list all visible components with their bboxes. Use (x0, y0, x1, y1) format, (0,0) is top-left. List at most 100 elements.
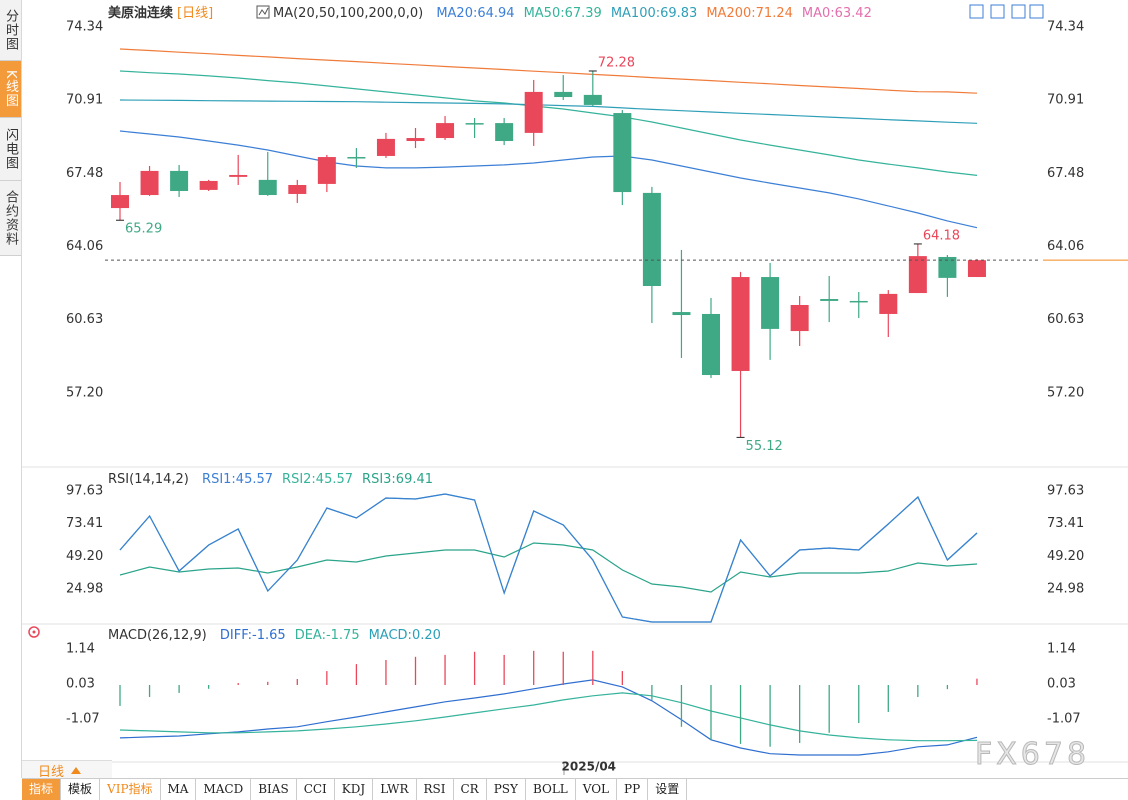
legend-entry: MA0:63.42 (802, 6, 872, 21)
toolbar-item[interactable]: KDJ (335, 779, 374, 800)
icon-button[interactable] (1011, 4, 1026, 19)
toolbar-item[interactable]: 设置 (648, 779, 688, 800)
toolbar-item[interactable]: VIP指标 (100, 779, 161, 800)
high-label: 64.18 (923, 228, 960, 243)
candle-body (376, 138, 395, 156)
y-tick-label: 70.91 (66, 93, 103, 108)
toolbar-item[interactable]: 模板 (61, 779, 101, 800)
icon-button[interactable] (990, 4, 1005, 19)
legend-entry: MA20:64.94 (436, 6, 514, 21)
toolbar-item[interactable]: CCI (297, 779, 335, 800)
macd-legend: MACD(26,12,9) DIFF:-1.65 DEA:-1.75 MACD:0.… (108, 628, 441, 643)
series-line (119, 679, 978, 756)
toolbar-item[interactable]: PSY (487, 779, 526, 800)
candle-body (908, 256, 927, 294)
legend-entry: DIFF:-1.65 (220, 628, 286, 643)
candle-body (465, 123, 484, 125)
candle-body (170, 170, 189, 191)
candle-body (111, 195, 129, 209)
sidebar-tab[interactable]: K线图 (0, 61, 21, 118)
y-tick-label: 0.03 (66, 677, 95, 692)
legend-entry: MA200:71.24 (706, 6, 793, 21)
toolbar-item[interactable]: PP (617, 779, 649, 800)
y-tick-label: 49.20 (66, 549, 103, 564)
series-line (119, 692, 978, 742)
series-line (119, 493, 978, 623)
candle-body (849, 300, 868, 303)
y-tick-label-right: 67.48 (1047, 166, 1084, 181)
y-tick-label: 64.06 (66, 239, 103, 254)
chart-header: 美原油连续 [日线] (108, 5, 213, 21)
toolbar-item[interactable]: RSI (417, 779, 454, 800)
indicator-label: RSI(14,14,2) (108, 472, 189, 487)
toolbar-item[interactable]: MACD (196, 779, 252, 800)
y-tick-label: -1.07 (66, 711, 100, 726)
period-arrow (71, 767, 82, 774)
toolbar-item[interactable]: BOLL (526, 779, 576, 800)
y-tick-label-right: 97.63 (1047, 484, 1084, 499)
ma-legend: MA(20,50,100,200,0,0) MA20:64.94 MA50:67.… (273, 6, 872, 21)
candle-body (406, 138, 425, 142)
candle-body (436, 123, 455, 139)
y-tick-label-right: 0.03 (1047, 677, 1076, 692)
y-tick-label: 1.14 (66, 641, 95, 656)
candle-body (554, 91, 573, 98)
candle-body (761, 277, 780, 329)
series-line (119, 99, 978, 124)
legend-entry: MA100:69.83 (611, 6, 698, 21)
toolbar-icons (969, 4, 1044, 19)
candle-body (317, 157, 336, 184)
y-tick-label: 60.63 (66, 312, 103, 327)
icon-button[interactable] (1029, 4, 1044, 19)
candle-body (879, 293, 898, 314)
high-label: 72.28 (598, 55, 635, 70)
toolbar-item[interactable]: MA (161, 779, 197, 800)
watermark: FX678 (974, 737, 1091, 773)
candle-body (613, 113, 632, 193)
toolbar-item[interactable]: CR (454, 779, 487, 800)
indicator-icon[interactable] (256, 5, 270, 19)
candle-body (702, 313, 720, 376)
sidebar-tab[interactable]: 分时图 (0, 0, 21, 61)
y-tick-label-right: 49.20 (1047, 549, 1084, 564)
chart: 美原油连续 [日线] MA(20,50,100,200,0,0) MA20:64.… (22, 4, 1128, 775)
sidebar-tab[interactable]: 闪电图 (0, 118, 21, 181)
y-tick-label: 67.48 (66, 166, 103, 181)
toolbar-item[interactable]: 指标 (22, 779, 62, 800)
candle-body (495, 123, 514, 142)
y-tick-label-right: 57.20 (1047, 385, 1084, 400)
y-tick-label-right: 24.98 (1047, 582, 1084, 597)
toolbar-item[interactable]: VOL (576, 779, 618, 800)
candle-body (288, 185, 307, 194)
legend-entry: RSI2:45.57 (282, 472, 353, 487)
legend-entry: DEA:-1.75 (295, 628, 360, 643)
period-label: [日线] (177, 6, 213, 21)
series-line (119, 48, 978, 94)
icon-button[interactable] (969, 4, 984, 19)
y-tick-label: 73.41 (66, 516, 103, 531)
sidebar-tab[interactable]: 合约资料 (0, 181, 21, 256)
candle-body (820, 299, 839, 301)
y-tick-label: 97.63 (66, 484, 103, 499)
series-line (119, 542, 978, 593)
candle-body (229, 174, 248, 177)
legend-entry: MA50:67.39 (524, 6, 602, 21)
candle-body (790, 305, 809, 332)
legend-entry: RSI1:45.57 (202, 472, 273, 487)
toolbar-item[interactable]: LWR (373, 779, 417, 800)
settings-icon[interactable] (28, 626, 40, 638)
candle-body (140, 170, 159, 196)
candle-body (731, 277, 750, 371)
x-tick-label: 2025/04 (562, 760, 616, 774)
candle-body (347, 157, 366, 159)
legend-entry: MACD:0.20 (369, 628, 441, 643)
candle-body (672, 312, 691, 316)
toolbar-item[interactable]: BIAS (251, 779, 297, 800)
y-tick-label-right: -1.07 (1047, 711, 1081, 726)
chart-title: 美原油连续 (108, 5, 173, 21)
indicator-icon-line (258, 7, 269, 16)
sidebar: 分时图 K线图 闪电图 合约资料 (0, 0, 22, 778)
period-text: 日线 (38, 764, 65, 780)
period-button[interactable]: 日线 (22, 760, 112, 780)
